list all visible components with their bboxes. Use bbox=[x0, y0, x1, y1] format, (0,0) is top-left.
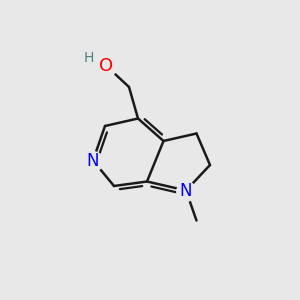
Text: N: N bbox=[87, 152, 99, 169]
Text: N: N bbox=[180, 182, 192, 200]
Text: H: H bbox=[83, 51, 94, 64]
Text: O: O bbox=[99, 57, 114, 75]
